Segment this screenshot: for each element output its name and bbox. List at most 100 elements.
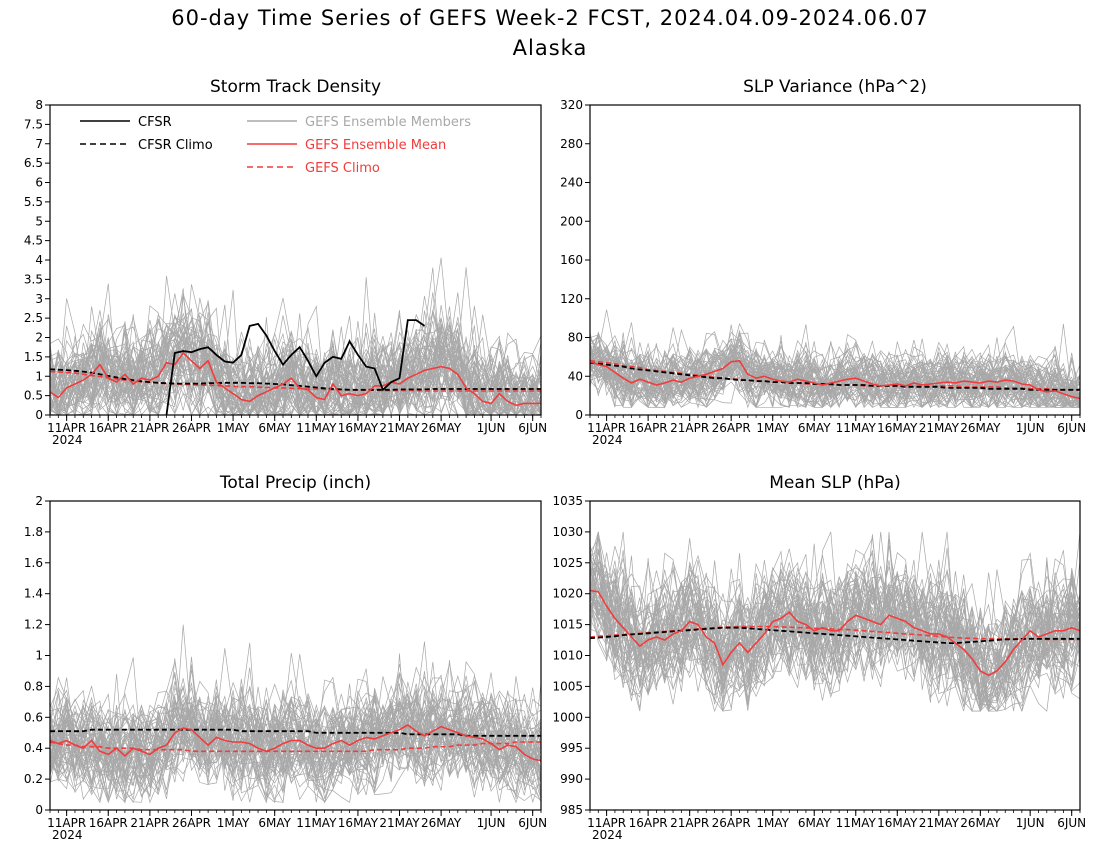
y-tick-label: 7.5 [24,117,43,131]
x-tick-label: 1MAY [217,816,250,830]
panel-2: Total Precip (inch) 0 0.2 0.4 0.6 0.8 1 1.2 1.4 1… [24,473,547,842]
x-tick-label: 26MAY [960,816,1001,830]
ensemble-member-line [590,568,1080,712]
ensemble-member-line [50,333,541,415]
x-tick-label: 6MAY [258,421,291,435]
x-tick-label: 6JUN [518,816,547,830]
ensemble-member-line [50,304,541,415]
series-cfsr-climo [590,626,1080,644]
legend-label: GEFS Ensemble Mean [305,138,446,153]
ensemble-member-line [590,568,1080,712]
y-tick-label: 80 [568,331,583,345]
plot-area [50,624,541,804]
x-tick-label: 16APR [89,421,128,435]
ensemble-member-line [590,567,1080,712]
ensemble-member-line [50,349,541,415]
x-year-label: 2024 [52,828,83,842]
panel-title: Mean SLP (hPa) [769,473,901,493]
ensemble-member-line [590,560,1080,707]
page-title: 60-day Time Series of GEFS Week-2 FCST, … [171,6,929,30]
ensemble-member-line [50,297,541,415]
y-tick-label: 1025 [552,556,583,570]
x-tick-label: 11APR [587,421,626,435]
y-tick-label: 6 [35,176,43,190]
x-tick-label: 21MAY [919,816,960,830]
y-tick-label: 1010 [552,649,583,663]
series-gefs-mean [50,724,541,762]
plot-area [590,309,1080,409]
x-tick-label: 1JUN [477,421,506,435]
x-tick-label: 6JUN [1057,421,1086,435]
ensemble-member-line [50,341,541,415]
x-tick-label: 16APR [629,421,668,435]
x-tick-label: 26MAY [421,421,462,435]
y-tick-label: 5 [35,214,43,228]
y-tick-label: 4 [35,253,43,267]
x-tick-label: 26APR [172,421,211,435]
y-tick-label: 0.2 [24,772,43,786]
x-tick-label: 1JUN [477,816,506,830]
y-tick-label: 3 [35,292,43,306]
ensemble-member-line [590,579,1080,708]
y-tick-label: 240 [560,176,583,190]
series-gefs-mean [590,359,1080,400]
y-tick-label: 990 [560,772,583,786]
ensemble-member-line [590,536,1080,712]
x-tick-label: 26MAY [421,816,462,830]
ensemble-member-line [50,676,541,790]
y-tick-label: 0.5 [24,389,43,403]
ensemble-member-line [50,695,541,800]
ensemble-member-line [50,674,541,787]
y-tick-label: 2 [35,331,43,345]
page-subtitle: Alaska [512,36,588,60]
ensemble-member-line [590,347,1080,408]
legend: CFSR CFSR Climo GEFS Ensemble Members GEFS … [80,115,471,176]
y-tick-label: 4.5 [24,234,43,248]
x-tick-label: 26MAY [960,421,1001,435]
ensemble-member-line [590,534,1080,700]
ensemble-member-line [590,567,1080,710]
y-tick-label: 1000 [552,710,583,724]
y-tick-label: 1005 [552,679,583,693]
x-tick-label: 21APR [130,421,169,435]
ensemble-members [50,624,541,804]
x-tick-label: 21APR [670,421,709,435]
y-tick-label: 1.4 [24,587,43,601]
x-tick-label: 21MAY [919,421,960,435]
ensemble-member-line [50,300,541,415]
x-tick-label: 11APR [587,816,626,830]
y-tick-label: 200 [560,214,583,228]
legend-label: GEFS Ensemble Members [305,115,471,130]
panel-title: Storm Track Density [210,77,381,97]
ensemble-members [590,531,1080,713]
x-tick-label: 1MAY [756,421,789,435]
legend-label: CFSR Climo [138,138,213,153]
y-tick-label: 1 [35,369,43,383]
ensemble-member-line [590,531,1080,712]
y-tick-label: 1 [35,649,43,663]
y-tick-label: 0.4 [24,741,43,755]
y-tick-label: 6.5 [24,156,43,170]
ensemble-member-line [50,673,541,804]
ensemble-member-line [50,312,541,415]
series-cfsr [165,319,426,415]
series-cfsr-climo [590,361,1080,391]
panel-title: Total Precip (inch) [219,473,371,493]
ensemble-member-line [590,349,1080,409]
y-tick-label: 3.5 [24,272,43,286]
series-cfsr-climo [50,368,541,391]
x-tick-label: 11MAY [836,421,877,435]
ensemble-member-line [590,566,1080,698]
y-tick-label: 8 [35,98,43,112]
ensemble-member-line [590,531,1080,712]
ensemble-member-line [590,578,1080,681]
y-tick-label: 0 [35,803,43,817]
x-tick-label: 16MAY [877,816,918,830]
ensemble-member-line [50,667,541,800]
x-tick-label: 26APR [172,816,211,830]
ensemble-member-line [50,661,541,804]
y-tick-label: 1.8 [24,525,43,539]
y-tick-label: 160 [560,253,583,267]
x-tick-label: 1JUN [1016,421,1045,435]
y-tick-label: 7 [35,137,43,151]
